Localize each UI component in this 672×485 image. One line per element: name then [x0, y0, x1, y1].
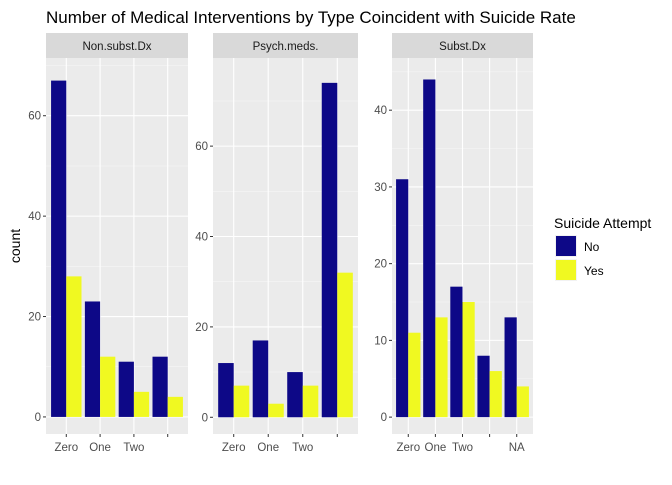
bar-yes	[408, 332, 421, 418]
bar-no	[118, 361, 134, 417]
y-tick-label: 60	[195, 141, 208, 153]
y-tick-label: 20	[374, 259, 387, 271]
y-tick-label: 0	[35, 412, 41, 424]
facet-strip-label: Non.subst.Dx	[82, 41, 151, 53]
bar-yes	[462, 302, 475, 418]
legend: Suicide Attempt No Yes	[554, 215, 651, 281]
bar-no	[423, 79, 436, 418]
x-tick-label: Two	[123, 442, 144, 454]
y-axis-label: count	[7, 229, 23, 263]
bar-no	[152, 356, 168, 417]
chart-title: Number of Medical Interventions by Type …	[46, 8, 576, 27]
bar-no	[218, 363, 234, 418]
bar-yes	[516, 386, 529, 418]
x-tick-label: Zero	[396, 442, 420, 454]
y-tick-label: 40	[195, 232, 208, 244]
facet-strip-label: Subst.Dx	[439, 41, 486, 53]
y-tick-label: 20	[28, 312, 41, 324]
legend-label-yes: Yes	[584, 264, 604, 278]
x-tick-label: NA	[509, 442, 525, 454]
bar-no	[396, 179, 409, 418]
bar-yes	[435, 317, 448, 418]
bar-yes	[337, 272, 353, 418]
facet-panel-3: Subst.Dx 0 10 20 30 40 Zero One Two NA	[374, 33, 533, 454]
y-tick-label: 20	[195, 322, 208, 334]
y-tick-label: 60	[28, 111, 41, 123]
facet-panel-2: Psych.meds. 0 20 40 60 Zero One Two	[195, 33, 358, 454]
y-tick-label: 0	[381, 412, 387, 424]
bar-yes	[489, 371, 502, 418]
bar-no	[321, 82, 338, 418]
y-tick-label: 0	[202, 412, 208, 424]
legend-label-no: No	[584, 240, 600, 254]
y-tick-label: 40	[374, 105, 387, 117]
facet-strip	[213, 33, 358, 58]
bar-no	[450, 286, 463, 418]
bar-no	[252, 340, 269, 418]
legend-key-no	[556, 236, 576, 256]
x-tick-label: Two	[292, 442, 313, 454]
x-tick-label: Zero	[54, 442, 78, 454]
facet-panel-1: Non.subst.Dx 0 20 40 60 Zero One Two	[28, 33, 188, 454]
bar-yes	[66, 276, 82, 417]
facet-strip	[392, 33, 533, 58]
bar-no	[51, 80, 67, 417]
bar-yes	[100, 356, 116, 417]
y-tick-label: 40	[28, 211, 41, 223]
bar-no	[84, 301, 101, 417]
bar-yes	[167, 396, 183, 417]
bar-no	[287, 372, 303, 418]
y-tick-label: 30	[374, 182, 387, 194]
y-tick-label: 10	[374, 335, 387, 347]
bar-yes	[133, 391, 150, 417]
facet-strip	[46, 33, 188, 58]
x-tick-label: One	[425, 442, 447, 454]
legend-key-yes	[556, 260, 576, 280]
bar-no	[477, 355, 490, 418]
bar-yes	[302, 385, 319, 418]
legend-title: Suicide Attempt	[554, 215, 651, 231]
x-tick-label: One	[89, 442, 111, 454]
x-tick-label: Zero	[222, 442, 246, 454]
facet-strip-label: Psych.meds.	[253, 41, 319, 53]
bar-no	[504, 317, 517, 418]
bar-yes	[233, 385, 250, 418]
x-tick-label: One	[257, 442, 279, 454]
x-tick-label: Two	[452, 442, 473, 454]
bar-yes	[268, 403, 284, 418]
